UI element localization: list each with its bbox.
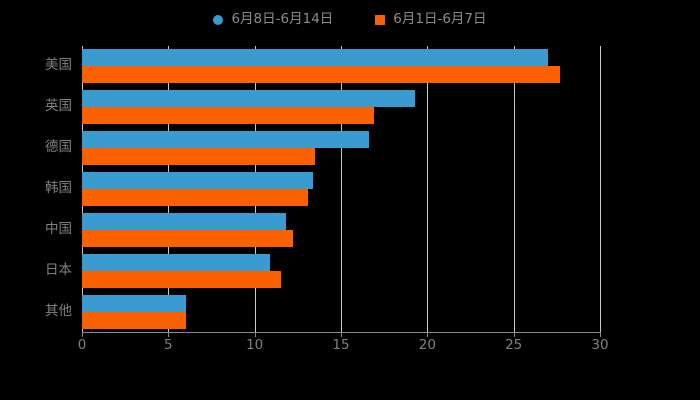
bar-group bbox=[82, 212, 600, 247]
bar-series-a[interactable] bbox=[82, 212, 286, 230]
bar-series-a[interactable] bbox=[82, 172, 314, 189]
gridline bbox=[427, 46, 429, 332]
x-tick-mark bbox=[427, 332, 429, 337]
x-tick-label: 25 bbox=[505, 337, 523, 353]
square-marker-icon bbox=[375, 15, 386, 25]
x-tick-label: 15 bbox=[332, 337, 350, 353]
bar-group bbox=[82, 172, 600, 206]
bar-group bbox=[82, 294, 600, 329]
x-tick-mark bbox=[513, 332, 515, 337]
legend-label-series-b: 6月1日-6月7日 bbox=[393, 11, 487, 28]
bar-group bbox=[82, 90, 600, 125]
legend-item-series-a[interactable]: 6月8日-6月14日 bbox=[213, 13, 333, 27]
bar-group bbox=[82, 253, 600, 288]
bar-group bbox=[82, 131, 600, 166]
bar-series-b[interactable] bbox=[82, 229, 293, 247]
x-tick-mark bbox=[254, 332, 256, 337]
bar-series-a[interactable] bbox=[82, 49, 549, 67]
bar-series-a[interactable] bbox=[82, 131, 369, 149]
y-axis-label: 其他 bbox=[45, 302, 72, 319]
chart-legend: 6月8日-6月14日 6月1日-6月7日 bbox=[0, 8, 700, 32]
x-tick-label: 10 bbox=[246, 337, 264, 353]
gridline bbox=[341, 46, 342, 332]
gridline bbox=[513, 46, 515, 332]
x-tick-label: 0 bbox=[77, 337, 87, 353]
bar-series-a[interactable] bbox=[82, 90, 416, 108]
bar-series-b[interactable] bbox=[82, 107, 374, 125]
y-axis-label: 韩国 bbox=[45, 180, 72, 196]
x-tick-mark bbox=[82, 332, 83, 337]
y-axis-label: 中国 bbox=[45, 220, 72, 237]
y-axis-label: 英国 bbox=[45, 98, 72, 115]
bar-series-b[interactable] bbox=[82, 148, 316, 166]
x-tick-label: 20 bbox=[418, 337, 436, 353]
bar-series-a[interactable] bbox=[82, 294, 186, 312]
bar-group bbox=[82, 49, 600, 84]
circle-marker-icon bbox=[213, 15, 224, 25]
bar-series-b[interactable] bbox=[82, 270, 281, 288]
x-tick-label: 30 bbox=[591, 337, 609, 353]
x-tick-mark bbox=[600, 332, 601, 337]
bar-series-b[interactable] bbox=[82, 66, 561, 84]
bar-series-a[interactable] bbox=[82, 253, 271, 271]
x-tick-mark bbox=[168, 332, 170, 337]
legend-item-series-b[interactable]: 6月1日-6月7日 bbox=[375, 11, 487, 28]
x-tick-mark bbox=[341, 332, 342, 337]
y-axis-label: 日本 bbox=[45, 261, 72, 278]
bar-series-b[interactable] bbox=[82, 311, 186, 329]
x-tick-label: 5 bbox=[164, 337, 173, 353]
y-axis-label: 德国 bbox=[45, 139, 72, 156]
gridline bbox=[600, 46, 601, 332]
y-axis-label: 美国 bbox=[45, 57, 72, 74]
plot-area bbox=[82, 46, 601, 332]
legend-label-series-a: 6月8日-6月14日 bbox=[231, 11, 334, 28]
bar-series-b[interactable] bbox=[82, 189, 309, 206]
